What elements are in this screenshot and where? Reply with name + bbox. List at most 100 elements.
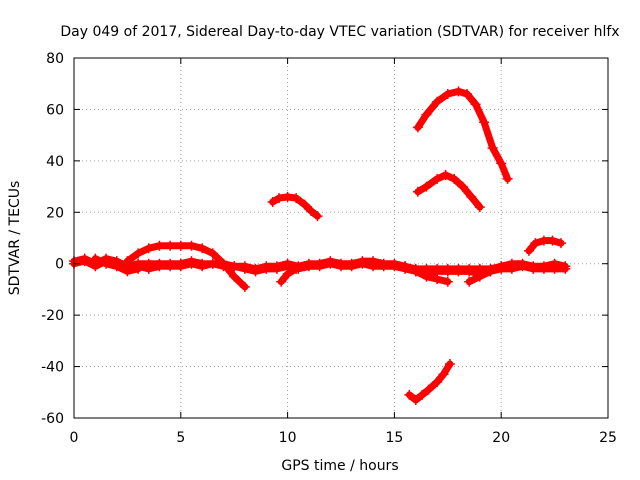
series-arc-high [412, 86, 513, 184]
data-point [143, 243, 154, 254]
data-point [556, 238, 567, 249]
series-line [465, 262, 505, 286]
x-axis-label: GPS time / hours [281, 458, 398, 474]
data-point [538, 235, 549, 246]
data-point [357, 256, 368, 267]
data-point [229, 261, 240, 272]
data-point [457, 181, 468, 192]
series-dip-10h [276, 261, 310, 287]
y-tick-label: 40 [46, 154, 64, 170]
data-point [133, 248, 144, 259]
data-point [276, 276, 287, 287]
series-arc-low [404, 359, 455, 405]
data-point [506, 258, 517, 269]
data-point [186, 240, 197, 251]
plot-frame [73, 57, 609, 419]
data-point [207, 248, 218, 259]
data-point [453, 263, 464, 274]
data-point [175, 240, 186, 251]
data-point [79, 253, 90, 264]
data-point [549, 258, 560, 269]
y-tick-label: 0 [55, 257, 64, 273]
x-tick-label: 10 [279, 430, 297, 446]
data-point [133, 263, 144, 274]
data-point [442, 276, 453, 287]
data-point [421, 109, 432, 120]
data-point [325, 256, 336, 267]
data-point [165, 240, 176, 251]
data-point [175, 258, 186, 269]
y-axis-label: SDTVAR / TECUs [7, 181, 23, 296]
data-point [496, 158, 507, 169]
data-point [421, 181, 432, 192]
data-point [410, 266, 421, 277]
grid-lines [74, 58, 608, 418]
data-point [346, 258, 357, 269]
data-point [440, 170, 451, 180]
data-point [412, 122, 423, 133]
x-tick-label: 5 [176, 430, 185, 446]
data-point [474, 202, 485, 213]
data-point [368, 256, 379, 267]
data-point [474, 271, 485, 282]
x-tick-label: 0 [70, 430, 79, 446]
series-arc-mid [412, 170, 485, 213]
data-point [122, 266, 133, 277]
series-line [525, 237, 565, 255]
y-tick-label: -40 [41, 360, 64, 376]
data-point [464, 263, 475, 274]
data-point [432, 274, 443, 285]
data-point [101, 258, 112, 269]
data-point [197, 258, 208, 269]
series-base-band-2 [69, 253, 571, 274]
data-point [442, 263, 453, 274]
series-line [414, 87, 512, 183]
data-point [267, 197, 278, 207]
data-point [432, 263, 443, 274]
data-point [444, 359, 455, 369]
data-point [271, 261, 282, 272]
data-point [282, 191, 293, 202]
data-point [282, 269, 293, 279]
data-point [239, 261, 250, 272]
data-point [165, 258, 176, 269]
data-point [485, 266, 496, 277]
data-point [453, 86, 464, 97]
data-point [291, 193, 302, 204]
data-point [538, 261, 549, 272]
data-point [432, 377, 443, 387]
y-tick-label: -20 [41, 308, 64, 324]
data-point [90, 253, 101, 264]
data-point [218, 258, 229, 269]
data-point [438, 369, 449, 380]
data-point [412, 186, 423, 197]
data-series [69, 86, 571, 405]
data-point [479, 117, 490, 128]
data-point [547, 235, 558, 246]
data-point [442, 89, 453, 99]
data-point [336, 258, 346, 269]
data-point [417, 389, 428, 400]
data-point [154, 258, 165, 269]
data-point [410, 395, 421, 405]
series-arc-am-bump [122, 240, 250, 292]
data-point [250, 263, 261, 274]
data-point [530, 238, 541, 249]
data-point [154, 240, 165, 251]
series-line [123, 242, 249, 291]
data-point [299, 261, 310, 272]
data-point [464, 276, 475, 287]
series-dip-morning [90, 253, 144, 277]
y-tick-label: 60 [46, 102, 64, 118]
series-dip-19h [464, 261, 507, 287]
data-point [421, 271, 432, 282]
data-point [122, 256, 133, 267]
data-point [462, 89, 473, 99]
data-point [291, 263, 302, 274]
data-point [312, 211, 323, 222]
data-point [449, 173, 460, 184]
data-point [197, 243, 208, 254]
data-point [299, 199, 310, 210]
chart-title: Day 049 of 2017, Sidereal Day-to-day VTE… [60, 24, 619, 40]
series-line [414, 171, 484, 211]
